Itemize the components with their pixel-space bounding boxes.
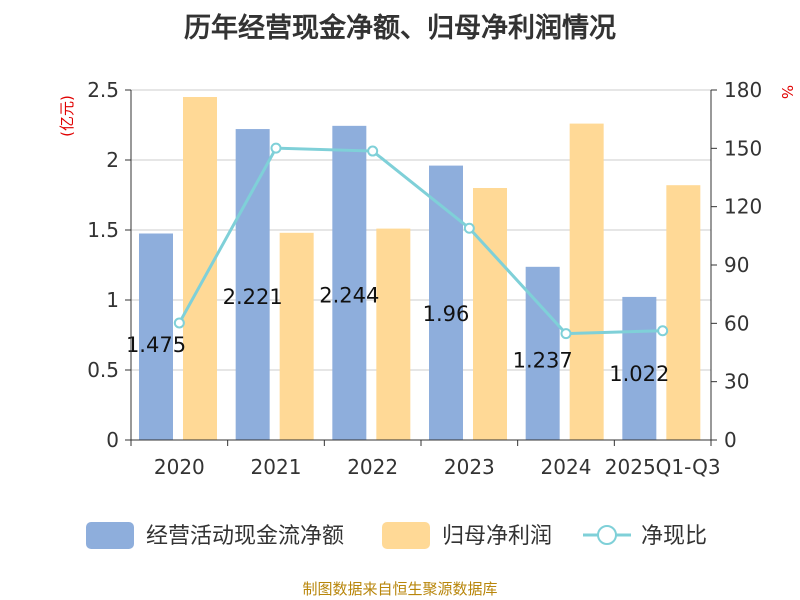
bar-cash-flow: [622, 296, 657, 440]
legend-swatch-net-profit: [382, 522, 430, 549]
bar-net-profit: [666, 185, 701, 440]
ratio-point: [657, 325, 669, 337]
y-right-tick-label: 30: [724, 370, 749, 394]
y-left-tick-label: 0.5: [87, 358, 119, 382]
y-axis-left-unit: (亿元): [58, 95, 76, 137]
y-left-tick-label: 2.5: [87, 78, 119, 102]
y-right-tick-label: 120: [724, 195, 762, 219]
x-tick-label: 2020: [154, 455, 205, 479]
legend: 经营活动现金流净额 归母净利润 净现比: [86, 522, 707, 549]
legend-label-net-profit: 归母净利润: [442, 524, 552, 549]
ratio-point: [173, 317, 185, 329]
bar-cash-flow: [332, 125, 367, 440]
y-right-tick-label: 0: [724, 428, 737, 452]
chart-title: 历年经营现金净额、归母净利润情况: [184, 13, 616, 44]
y-left-tick-label: 2: [106, 148, 119, 172]
cash-flow-value-label: 2.244: [319, 283, 379, 307]
bar-net-profit: [376, 228, 411, 440]
data-labels: 1.475 2.221 2.244 1.96 1.237 1.022: [126, 283, 669, 386]
cash-flow-value-label: 1.237: [513, 348, 573, 372]
bar-net-profit: [569, 123, 604, 440]
y-right-tick-label: 180: [724, 78, 762, 102]
bar-net-profit: [183, 97, 217, 440]
y-left-tick-label: 1.5: [87, 218, 119, 242]
y-right-tick-label: 150: [724, 136, 762, 160]
bar-net-profit: [279, 232, 314, 440]
cash-flow-value-label: 1.475: [126, 333, 186, 357]
ratio-point: [463, 222, 475, 234]
cash-flow-value-label: 1.96: [423, 302, 470, 326]
legend-label-cash-flow: 经营活动现金流净额: [146, 524, 344, 549]
y-left-tick-label: 0: [106, 428, 119, 452]
x-tick-label: 2021: [251, 455, 302, 479]
y-left-tick-label: 1: [106, 288, 119, 312]
bar-cash-flow: [235, 129, 270, 440]
x-tick-label: 2024: [541, 455, 592, 479]
bar-cash-flow: [139, 233, 173, 440]
legend-label-ratio: 净现比: [641, 524, 707, 549]
y-axis-right-unit: %: [778, 85, 796, 99]
x-tick-label: 2025Q1-Q3: [605, 455, 721, 479]
source-note: 制图数据来自恒生聚源数据库: [302, 580, 498, 598]
ratio-point: [270, 142, 282, 154]
cash-flow-value-label: 2.221: [223, 285, 283, 309]
ratio-point: [367, 145, 379, 157]
cash-flow-value-label: 1.022: [609, 362, 669, 386]
legend-marker-ratio: [597, 525, 617, 545]
grid-lines: [131, 89, 711, 371]
bar-net-profit: [473, 188, 507, 440]
x-tick-label: 2023: [444, 455, 495, 479]
legend-swatch-cash-flow: [86, 522, 134, 549]
y-right-tick-label: 90: [724, 253, 749, 277]
x-tick-label: 2022: [347, 455, 398, 479]
ratio-line: [173, 142, 669, 340]
axes: 0 0.5 1 1.5 2 2.5 0 30 60 90 120 150 180 2020 2021 2022…: [87, 78, 762, 479]
ratio-line-path: [178, 146, 663, 336]
ratio-point: [560, 328, 572, 340]
y-right-tick-label: 60: [724, 311, 749, 335]
bars: [139, 97, 701, 440]
